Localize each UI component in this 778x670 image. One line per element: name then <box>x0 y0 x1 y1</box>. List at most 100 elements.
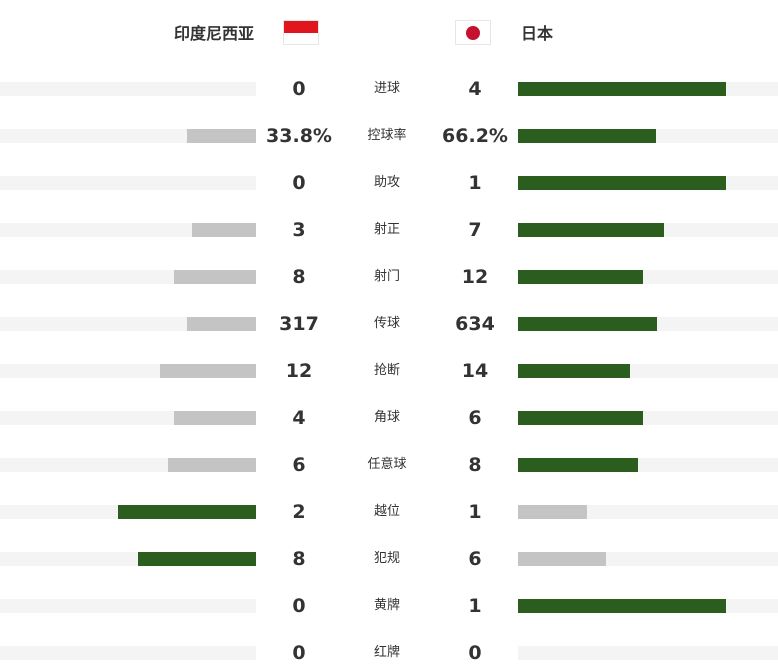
japan-flag-icon <box>455 20 491 45</box>
home-bar-track <box>0 317 256 331</box>
home-value: 33.8% <box>266 125 332 147</box>
home-value: 317 <box>279 313 319 335</box>
stat-row: 33.8% 控球率 66.2% <box>0 112 778 159</box>
stat-label: 任意球 <box>367 457 407 472</box>
home-value: 3 <box>292 219 306 241</box>
stat-row: 6 任意球 8 <box>0 441 778 488</box>
home-bar <box>174 411 256 425</box>
home-value: 6 <box>292 454 306 476</box>
away-value: 14 <box>461 360 489 382</box>
home-bar-track <box>0 82 256 96</box>
match-header: 印度尼西亚 日本 <box>0 0 778 70</box>
stat-label: 犯规 <box>373 551 400 566</box>
away-bar-track <box>518 270 778 284</box>
away-bar <box>518 552 607 566</box>
away-bar <box>518 270 643 284</box>
away-value: 4 <box>468 78 482 100</box>
home-bar-track <box>0 364 256 378</box>
home-value: 8 <box>292 266 306 288</box>
away-value: 8 <box>468 454 482 476</box>
away-value: 1 <box>468 172 482 194</box>
away-value: 66.2% <box>442 125 508 147</box>
stat-label: 助攻 <box>373 175 400 190</box>
away-bar <box>518 176 726 190</box>
home-value: 0 <box>292 172 306 194</box>
stat-row: 8 犯规 6 <box>0 535 778 582</box>
home-bar-track <box>0 129 256 143</box>
stat-row: 317 传球 634 <box>0 300 778 347</box>
stat-row: 0 进球 4 <box>0 65 778 112</box>
home-bar <box>138 552 256 566</box>
home-value: 4 <box>292 407 306 429</box>
away-bar-track <box>518 364 778 378</box>
away-value: 1 <box>468 501 482 523</box>
home-value: 0 <box>292 642 306 664</box>
stats-comparison-list: 0 进球 4 33.8% 控球率 66.2% 0 助攻 1 3 射正 7 8 射门 12 317 传球 634 12… <box>0 65 778 670</box>
stat-row: 0 红牌 0 <box>0 629 778 670</box>
stat-row: 8 射门 12 <box>0 253 778 300</box>
home-bar-track <box>0 458 256 472</box>
stat-row: 3 射正 7 <box>0 206 778 253</box>
home-bar <box>117 505 256 519</box>
stat-row: 0 黄牌 1 <box>0 582 778 629</box>
home-bar <box>186 129 256 143</box>
stat-label: 越位 <box>373 504 400 519</box>
home-bar-track <box>0 411 256 425</box>
home-value: 0 <box>292 595 306 617</box>
away-bar <box>518 505 587 519</box>
stat-row: 12 抢断 14 <box>0 347 778 394</box>
home-bar <box>192 223 256 237</box>
away-bar <box>518 364 630 378</box>
away-team-name: 日本 <box>521 24 554 43</box>
flag-red-disc <box>466 25 480 40</box>
stat-label: 射正 <box>373 222 400 237</box>
away-value: 6 <box>468 407 482 429</box>
stat-row: 4 角球 6 <box>0 394 778 441</box>
stat-label: 射门 <box>373 269 400 284</box>
away-bar-track <box>518 129 778 143</box>
home-bar-track <box>0 599 256 613</box>
away-bar-track <box>518 458 778 472</box>
away-value: 12 <box>461 266 489 288</box>
away-bar-track <box>518 223 778 237</box>
home-bar-track <box>0 552 256 566</box>
stat-label: 红牌 <box>373 645 400 660</box>
home-value: 8 <box>292 548 306 570</box>
away-bar-track <box>518 505 778 519</box>
home-bar-track <box>0 505 256 519</box>
away-bar <box>518 129 656 143</box>
indonesia-flag-icon <box>283 20 319 45</box>
home-bar-track <box>0 176 256 190</box>
away-bar <box>518 411 643 425</box>
away-value: 0 <box>468 642 482 664</box>
stat-label: 传球 <box>373 316 400 331</box>
stat-label: 进球 <box>373 81 400 96</box>
home-value: 0 <box>292 78 306 100</box>
home-bar <box>174 270 256 284</box>
away-bar-track <box>518 411 778 425</box>
home-bar <box>160 364 256 378</box>
stat-label: 黄牌 <box>373 598 400 613</box>
away-bar-track <box>518 599 778 613</box>
away-value: 634 <box>455 313 495 335</box>
away-bar <box>518 317 658 331</box>
away-bar-track <box>518 317 778 331</box>
home-bar-track <box>0 223 256 237</box>
home-team-name: 印度尼西亚 <box>173 24 254 43</box>
home-bar <box>167 458 256 472</box>
stat-row: 2 越位 1 <box>0 488 778 535</box>
away-bar <box>518 82 726 96</box>
away-bar-track <box>518 552 778 566</box>
stat-label: 角球 <box>373 410 400 425</box>
stat-row: 0 助攻 1 <box>0 159 778 206</box>
home-value: 12 <box>285 360 313 382</box>
home-value: 2 <box>292 501 306 523</box>
away-bar-track <box>518 82 778 96</box>
stat-label: 控球率 <box>367 128 407 143</box>
flag-red-band <box>284 21 318 33</box>
home-bar-track <box>0 646 256 660</box>
away-bar <box>518 458 638 472</box>
away-bar <box>518 223 664 237</box>
away-bar-track <box>518 176 778 190</box>
away-bar-track <box>518 646 778 660</box>
